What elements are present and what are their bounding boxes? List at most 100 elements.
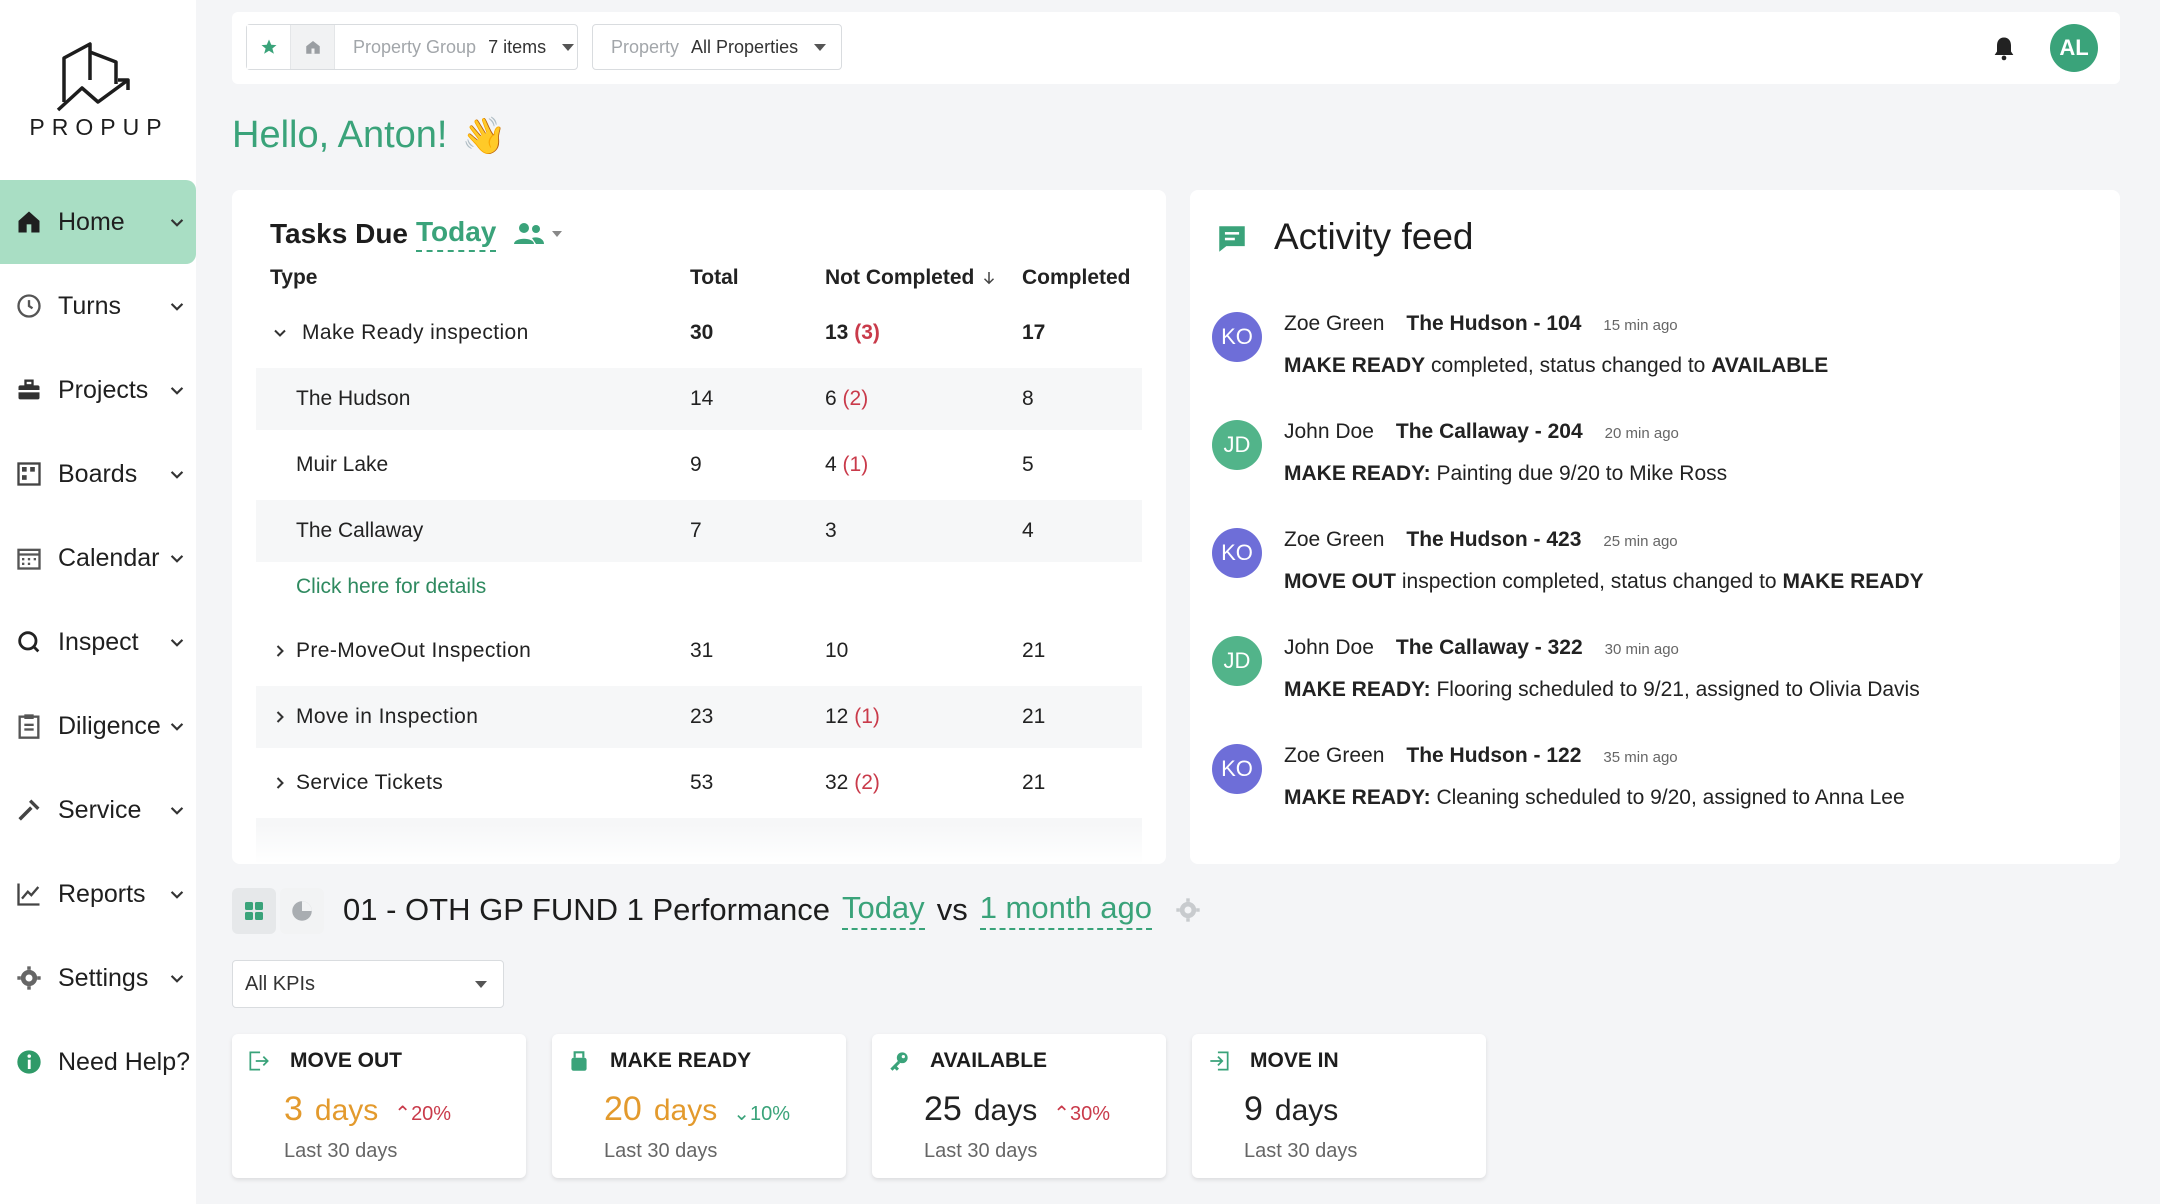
sidebar-item-inspect[interactable]: Inspect xyxy=(0,600,196,684)
task-completed: 8 xyxy=(1022,387,1034,410)
pie-view-button[interactable] xyxy=(280,888,324,934)
sidebar-item-home[interactable]: Home xyxy=(0,180,196,264)
kpi-card-move-out[interactable]: MOVE OUT 3 days ⌃20% Last 30 days xyxy=(232,1034,526,1178)
team-icon[interactable] xyxy=(512,220,546,248)
sidebar-item-turns[interactable]: Turns xyxy=(0,264,196,348)
activity-header: John Doe The Callaway - 204 20 min ago xyxy=(1284,420,1679,444)
column-header-not-completed[interactable]: Not Completed xyxy=(825,266,998,290)
activity-time: 35 min ago xyxy=(1603,749,1678,766)
caret-down-icon[interactable] xyxy=(552,231,563,237)
table-row[interactable]: The Callaway 7 3 4 xyxy=(256,500,1142,562)
table-row[interactable]: Make Ready inspection 30 13 (3) 17 xyxy=(256,302,1142,364)
kpi-period: Last 30 days xyxy=(284,1140,398,1162)
task-type: Make Ready inspection xyxy=(302,321,529,344)
activity-item[interactable]: JD John Doe The Callaway - 204 20 min ago … xyxy=(1212,420,2092,510)
period-a-dropdown[interactable]: Today xyxy=(841,890,925,930)
task-completed: 5 xyxy=(1022,453,1034,476)
period-b-dropdown[interactable]: 1 month ago xyxy=(979,890,1153,930)
top-bar: Property Group 7 items Property All Prop… xyxy=(232,12,2120,84)
property-label: Property xyxy=(611,36,680,57)
kpi-filter-value: All KPIs xyxy=(245,972,316,995)
avatar: KO xyxy=(1212,528,1262,578)
caret-down-icon xyxy=(562,43,575,51)
task-total: 53 xyxy=(690,771,714,794)
user-avatar[interactable]: AL xyxy=(2050,24,2098,72)
activity-item[interactable]: KO Zoe Green The Hudson - 104 15 min ago M… xyxy=(1212,312,2092,402)
table-row[interactable]: The Hudson 14 6 (2) 8 xyxy=(256,368,1142,430)
chevron-right-icon[interactable] xyxy=(270,707,290,727)
scroll-fade xyxy=(232,824,1166,864)
bell-icon[interactable] xyxy=(1990,34,2018,62)
chevron-right-icon[interactable] xyxy=(270,641,290,661)
chevron-right-icon[interactable] xyxy=(270,773,290,793)
wave-emoji: 👋 xyxy=(461,114,507,156)
sidebar-item-reports[interactable]: Reports xyxy=(0,852,196,936)
sidebar-item-projects[interactable]: Projects xyxy=(0,348,196,432)
kpi-value: 20 days ⌄10% xyxy=(604,1090,790,1128)
kpi-card-make-ready[interactable]: MAKE READY 20 days ⌄10% Last 30 days xyxy=(552,1034,846,1178)
greeting-text: Hello, Anton! xyxy=(232,114,448,156)
table-row[interactable]: Pre-MoveOut Inspection 31 10 21 xyxy=(256,620,1142,682)
board-icon xyxy=(14,459,44,489)
sidebar-item-diligence[interactable]: Diligence xyxy=(0,684,196,768)
need-help-label: Need Help? xyxy=(58,1047,191,1076)
column-header-total[interactable]: Total xyxy=(690,266,739,289)
activity-property[interactable]: The Callaway - 204 xyxy=(1395,420,1583,443)
column-header-type: Type xyxy=(270,266,318,289)
home-filter-button[interactable] xyxy=(291,25,335,69)
task-not-completed: 3 xyxy=(825,519,837,542)
overdue-count: (3) xyxy=(854,321,880,344)
kpi-header: MOVE OUT xyxy=(246,1048,402,1074)
sidebar-item-calendar[interactable]: Calendar xyxy=(0,516,196,600)
sidebar-item-service[interactable]: Service xyxy=(0,768,196,852)
need-help-link[interactable]: Need Help? xyxy=(0,1020,196,1104)
sidebar-item-settings[interactable]: Settings xyxy=(0,936,196,1020)
task-total: 31 xyxy=(690,639,714,662)
activity-property[interactable]: The Hudson - 423 xyxy=(1406,528,1582,551)
activity-item[interactable]: KO Zoe Green The Hudson - 122 35 min ago M… xyxy=(1212,744,2092,834)
kpi-value: 9 days xyxy=(1244,1090,1339,1128)
table-row[interactable]: Move in Inspection 23 12 (1) 21 xyxy=(256,686,1142,748)
hammer-icon xyxy=(14,795,44,825)
chevron-down-icon[interactable] xyxy=(270,323,290,343)
activity-item[interactable]: KO Zoe Green The Hudson - 423 25 min ago M… xyxy=(1212,528,2092,618)
overdue-count: (2) xyxy=(842,387,869,410)
property-name: The Hudson xyxy=(296,387,411,410)
kpi-filter-select[interactable]: All KPIs xyxy=(232,960,504,1008)
activity-item[interactable]: JD John Doe The Callaway - 322 30 min ago … xyxy=(1212,636,2092,726)
kpi-card-move-in[interactable]: MOVE IN 9 days Last 30 days xyxy=(1192,1034,1486,1178)
chevron-down-icon xyxy=(170,387,184,395)
details-link[interactable]: Click here for details xyxy=(296,575,487,598)
activity-property[interactable]: The Hudson - 122 xyxy=(1406,744,1582,767)
property-value: All Properties xyxy=(691,36,799,57)
propup-logo[interactable]: PROPUP xyxy=(24,40,174,140)
sidebar-item-label: Home xyxy=(58,207,125,236)
table-row[interactable]: Service Tickets 53 32 (2) 21 xyxy=(256,752,1142,814)
chart-icon xyxy=(14,879,44,909)
tasks-period-dropdown[interactable]: Today xyxy=(416,216,497,252)
activity-feed-card: Activity feed KO Zoe Green The Hudson - 1… xyxy=(1190,190,2120,864)
calendar-icon xyxy=(14,543,44,573)
info-icon xyxy=(14,1047,44,1077)
property-group-filter[interactable]: Property Group 7 items xyxy=(246,24,578,70)
sidebar-item-boards[interactable]: Boards xyxy=(0,432,196,516)
clock-icon xyxy=(14,291,44,321)
task-total: 14 xyxy=(690,387,714,410)
column-header-completed[interactable]: Completed xyxy=(1022,266,1131,289)
chevron-down-icon xyxy=(170,891,184,899)
favorite-button[interactable] xyxy=(247,25,291,69)
task-total: 30 xyxy=(690,321,714,344)
task-not-completed: 12 (1) xyxy=(825,705,880,728)
table-row[interactable]: Muir Lake 9 4 (1) 5 xyxy=(256,434,1142,496)
activity-property[interactable]: The Callaway - 322 xyxy=(1395,636,1583,659)
grid-view-button[interactable] xyxy=(232,888,276,934)
activity-message: MAKE READY: Cleaning scheduled to 9/20, … xyxy=(1284,786,1905,809)
task-total: 7 xyxy=(690,519,702,542)
property-filter[interactable]: Property All Properties xyxy=(592,24,842,70)
gear-icon[interactable] xyxy=(1174,896,1202,924)
task-not-completed: 32 (2) xyxy=(825,771,880,794)
activity-property[interactable]: The Hudson - 104 xyxy=(1406,312,1582,335)
activity-title: Activity feed xyxy=(1274,216,1474,257)
sidebar-item-label: Inspect xyxy=(58,627,139,656)
kpi-card-available[interactable]: AVAILABLE 25 days ⌃30% Last 30 days xyxy=(872,1034,1166,1178)
